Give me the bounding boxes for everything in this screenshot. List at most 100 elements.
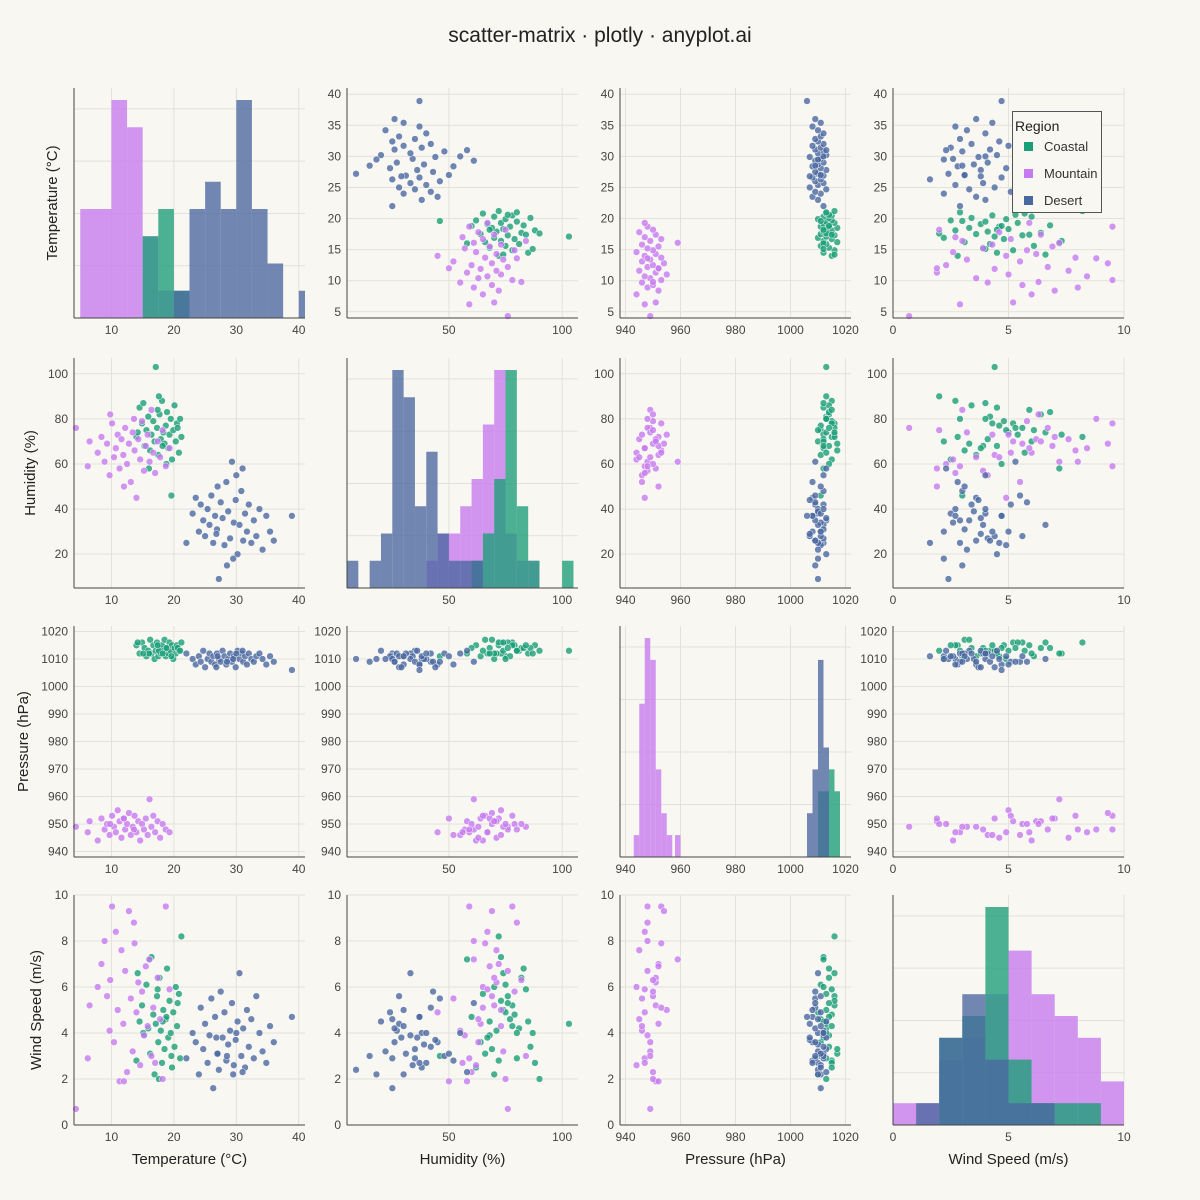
point-coastal: [956, 208, 964, 216]
point-desert: [427, 140, 435, 148]
point-mountain: [663, 270, 671, 279]
y-tick-label: 970: [48, 762, 68, 776]
legend[interactable]: Region Coastal Mountain Desert: [1012, 111, 1102, 213]
point-coastal: [149, 1010, 157, 1019]
point-coastal: [524, 1017, 532, 1026]
point-mountain: [508, 902, 516, 911]
point-desert: [977, 514, 985, 522]
point-desert: [188, 1029, 197, 1037]
point-desert: [420, 160, 428, 169]
point-desert: [429, 168, 437, 176]
point-mountain: [483, 928, 492, 936]
point-desert: [399, 652, 408, 660]
y-tick-label: 5: [334, 305, 341, 319]
point-coastal: [134, 969, 142, 977]
point-desert: [218, 1033, 227, 1042]
point-coastal: [830, 932, 839, 941]
point-desert: [814, 1070, 822, 1079]
point-mountain: [481, 254, 489, 262]
point-coastal: [1004, 225, 1013, 233]
point-desert: [243, 660, 251, 669]
point-mountain: [136, 455, 144, 464]
y-tick-label: 950: [867, 817, 887, 831]
point-coastal: [467, 1013, 476, 1021]
point-desert: [418, 196, 426, 204]
point-desert: [238, 1068, 247, 1076]
point-desert: [960, 525, 969, 534]
point-mountain: [1016, 257, 1024, 266]
x-tick-label: 50: [442, 1130, 456, 1144]
point-desert: [223, 561, 231, 570]
x-tick-label: 1020: [832, 1130, 859, 1144]
point-mountain: [481, 939, 489, 947]
point-mountain: [942, 820, 950, 828]
point-mountain: [632, 983, 641, 991]
point-mountain: [144, 431, 152, 439]
y-tick-label: 35: [601, 118, 615, 132]
point-mountain: [958, 406, 966, 414]
point-mountain: [136, 836, 144, 845]
y-axis-title: Wind Speed (m/s): [28, 950, 45, 1070]
point-desert: [209, 539, 217, 547]
point-mountain: [497, 1022, 505, 1030]
point-desert: [422, 1029, 430, 1037]
point-mountain: [138, 417, 146, 425]
point-mountain: [1016, 478, 1024, 486]
hist-bar-desert: [267, 263, 284, 318]
subplot-wind-vs-hum: 50 100 0 2 4 6 8 10: [328, 888, 578, 1144]
subplot-hum-vs-pres: 940 960 980 1000 1020 20 40 60 80 100: [594, 358, 859, 607]
point-coastal: [954, 433, 962, 441]
point-desert: [199, 1045, 207, 1053]
point-desert: [1023, 658, 1031, 666]
point-desert: [817, 1008, 825, 1016]
point-desert: [958, 162, 966, 170]
x-tick-label: 0: [890, 593, 897, 607]
point-desert: [806, 153, 814, 161]
point-coastal: [522, 641, 530, 649]
point-mountain: [108, 419, 116, 428]
y-tick-label: 80: [55, 412, 69, 426]
point-desert: [372, 155, 381, 164]
point-desert: [226, 1027, 234, 1035]
y-tick-label: 4: [607, 1026, 614, 1040]
point-desert: [211, 512, 219, 520]
point-mountain: [497, 240, 505, 249]
point-coastal: [510, 235, 519, 243]
point-desert: [808, 1059, 817, 1067]
point-mountain: [513, 254, 521, 262]
point-mountain: [990, 265, 999, 273]
point-desert: [814, 555, 822, 563]
x-tick-label: 40: [292, 862, 306, 876]
point-desert: [1023, 498, 1031, 506]
point-desert: [388, 202, 396, 210]
point-coastal: [1000, 417, 1008, 425]
point-mountain: [470, 937, 478, 945]
point-mountain: [85, 817, 94, 825]
point-coastal: [501, 655, 510, 663]
point-mountain: [106, 410, 114, 419]
point-desert: [811, 536, 819, 545]
point-mountain: [649, 426, 657, 434]
point-desert: [814, 126, 822, 134]
point-mountain: [465, 300, 473, 308]
point-coastal: [1046, 408, 1054, 416]
point-mountain: [1048, 442, 1057, 450]
point-coastal: [972, 230, 980, 238]
point-mountain: [635, 1015, 643, 1023]
point-coastal: [167, 1029, 175, 1037]
point-desert: [381, 655, 390, 663]
point-coastal: [154, 641, 162, 649]
point-mountain: [488, 281, 496, 289]
point-desert: [182, 539, 191, 547]
point-coastal: [490, 213, 498, 221]
point-desert: [981, 129, 990, 138]
point-mountain: [465, 222, 473, 231]
point-desert: [926, 652, 934, 660]
point-desert: [958, 561, 966, 570]
point-coastal: [990, 363, 999, 371]
point-mountain: [988, 831, 996, 839]
point-desert: [967, 500, 976, 509]
point-coastal: [965, 636, 973, 644]
point-desert: [406, 179, 415, 187]
point-desert: [220, 541, 229, 549]
